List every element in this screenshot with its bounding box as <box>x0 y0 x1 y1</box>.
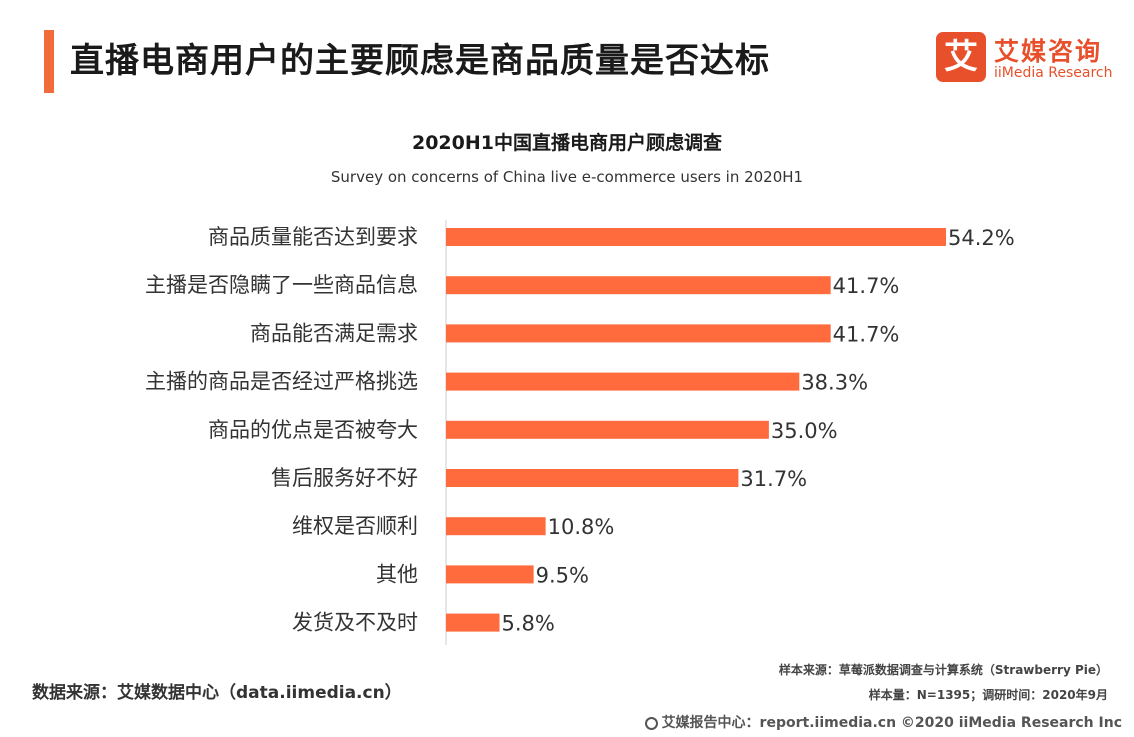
category-label: 商品质量能否达到要求 <box>208 225 418 249</box>
category-label: 主播是否隐瞒了一些商品信息 <box>145 273 418 297</box>
logo-mark: 艾 <box>936 32 986 82</box>
title-accent-bar <box>44 30 54 93</box>
category-label: 发货及不及时 <box>292 611 418 635</box>
value-label: 10.8% <box>548 515 615 539</box>
category-label: 商品能否满足需求 <box>250 321 418 345</box>
value-label: 9.5% <box>536 563 589 587</box>
sample-size: 样本量：N=1395；调研时间：2020年9月 <box>868 688 1108 702</box>
logo-chinese-name: 艾媒咨询 <box>994 37 1103 66</box>
page-title: 直播电商用户的主要顾虑是商品质量是否达标 <box>70 41 770 81</box>
bar <box>446 565 534 584</box>
bar <box>446 228 946 246</box>
bar <box>446 420 769 439</box>
value-label: 35.0% <box>771 419 838 443</box>
category-label: 维权是否顺利 <box>292 514 418 538</box>
category-label: 售后服务好不好 <box>271 466 418 490</box>
value-label: 31.7% <box>740 467 807 491</box>
data-source: 数据来源：艾媒数据中心（data.iimedia.cn） <box>32 683 402 703</box>
chart-subtitle: Survey on concerns of China live e-comme… <box>330 168 804 186</box>
value-label: 38.3% <box>801 371 868 395</box>
bar <box>446 324 831 343</box>
bar <box>446 517 546 536</box>
value-label: 54.2% <box>948 226 1015 250</box>
category-label: 商品的优点是否被夸大 <box>208 418 418 442</box>
bar <box>446 469 739 487</box>
category-label: 其他 <box>376 562 418 586</box>
bar <box>446 372 800 391</box>
value-label: 41.7% <box>833 274 900 298</box>
logo-english-name: iiMedia Research <box>994 65 1113 81</box>
category-label: 主播的商品是否经过严格挑选 <box>145 370 418 394</box>
iimedia-logo: 艾 艾媒咨询 iiMedia Research <box>936 32 1116 84</box>
bar <box>446 613 500 632</box>
chart-title: 2020H1中国直播电商用户顾虑调查 <box>411 132 722 154</box>
sample-source: 样本来源：草莓派数据调查与计算系统（Strawberry Pie） <box>778 663 1108 677</box>
copyright-text: 艾媒报告中心：report.iimedia.cn ©2020 iiMedia R… <box>661 715 1122 731</box>
globe-icon <box>644 717 658 730</box>
bar <box>446 276 831 295</box>
copyright-footer: 艾媒报告中心：report.iimedia.cn ©2020 iiMedia R… <box>644 712 1122 732</box>
value-label: 5.8% <box>502 612 555 636</box>
value-label: 41.7% <box>833 322 900 346</box>
